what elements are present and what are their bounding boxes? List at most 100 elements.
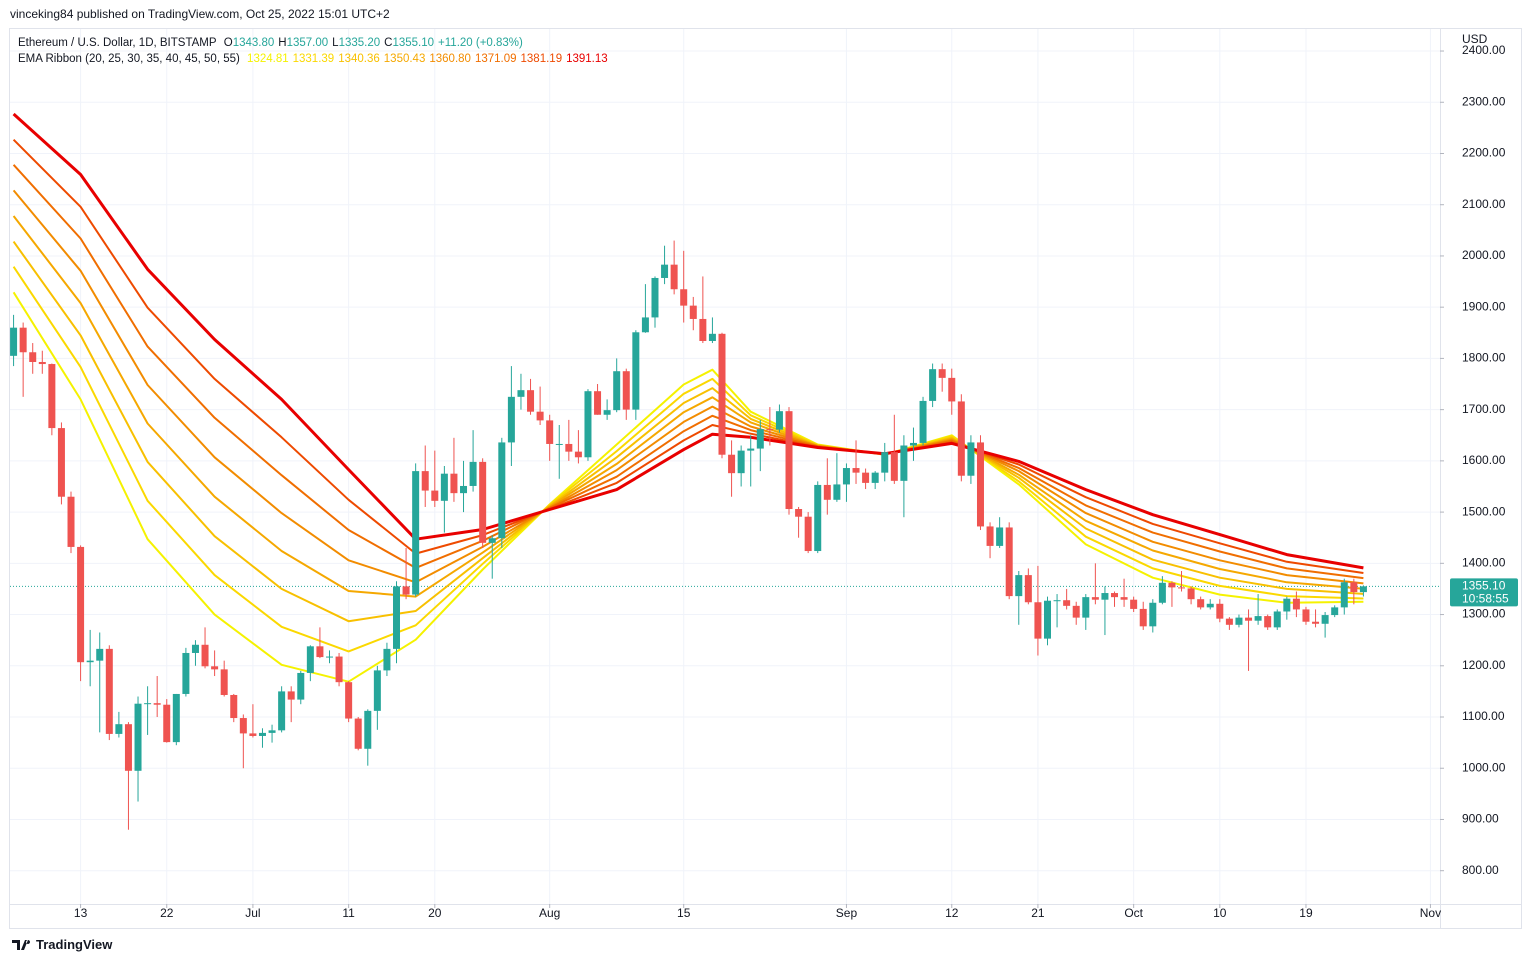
- candle-body: [1005, 527, 1013, 597]
- candle-body: [881, 452, 889, 473]
- candle-body: [373, 670, 381, 711]
- candle-body: [527, 390, 535, 412]
- brand: TradingView: [36, 937, 113, 952]
- candle-body: [29, 352, 37, 362]
- currency-bg: [1441, 30, 1520, 48]
- candle-body: [546, 420, 554, 444]
- x-tick-label: 10: [1213, 906, 1227, 920]
- candle-body: [756, 429, 764, 449]
- candle-body: [1178, 587, 1186, 589]
- candle-body: [19, 327, 27, 353]
- y-tick-label: 1200.00: [1462, 658, 1506, 672]
- candle-body: [460, 485, 468, 494]
- ohlc-label: C: [384, 37, 393, 49]
- x-tick-label: 19: [1299, 906, 1313, 920]
- candle-body: [795, 509, 803, 517]
- candle-body: [651, 277, 659, 318]
- ohlc-label: L: [332, 37, 339, 49]
- candle-body: [555, 443, 563, 445]
- plot-area: [10, 112, 1440, 830]
- candle-body: [230, 694, 238, 719]
- y-tick-label: 800.00: [1462, 863, 1499, 877]
- candle-body: [957, 401, 965, 476]
- candle-body: [890, 452, 898, 481]
- candle-body: [172, 693, 180, 743]
- change: +11.20 (+0.83%): [438, 37, 523, 49]
- candle-body: [325, 656, 333, 658]
- candle-body: [986, 526, 994, 546]
- candle-body: [823, 484, 831, 500]
- candle-body: [536, 411, 544, 421]
- x-tick-label: Sep: [836, 906, 858, 920]
- x-tick-label: 15: [677, 906, 691, 920]
- ribbon-value: 1371.09: [474, 53, 517, 65]
- candle-body: [670, 264, 678, 290]
- candle-body: [632, 332, 640, 410]
- ema-line: [12, 291, 1364, 683]
- footer: TradingView: [12, 937, 112, 952]
- candle-body: [191, 644, 199, 653]
- candle-body: [1302, 609, 1310, 622]
- y-tick-label: 1600.00: [1462, 453, 1506, 467]
- candle-body: [1292, 598, 1300, 610]
- candle-body: [565, 443, 573, 452]
- candle-body: [393, 586, 401, 649]
- candle-body: [268, 730, 276, 733]
- x-tick-label: Aug: [539, 906, 560, 920]
- ribbon-value: 1350.43: [383, 53, 426, 65]
- ohlc-label: O: [223, 37, 233, 49]
- candle-body: [747, 448, 755, 451]
- y-tick-label: 2300.00: [1462, 94, 1506, 108]
- x-tick-label: 13: [74, 906, 88, 920]
- candle-body: [412, 471, 420, 595]
- candle-body: [211, 666, 219, 670]
- candle-body: [498, 442, 506, 539]
- candle-body: [852, 468, 860, 473]
- candle-body: [488, 538, 496, 543]
- candle-body: [517, 390, 525, 397]
- candle-body: [728, 454, 736, 474]
- candle-body: [718, 333, 726, 455]
- candle-body: [105, 648, 113, 734]
- candle-body: [1168, 582, 1176, 588]
- ema-line: [12, 241, 1364, 623]
- candle-body: [1350, 582, 1358, 593]
- candle-body: [431, 490, 439, 501]
- candle-body: [1273, 611, 1281, 628]
- y-tick-label: 2000.00: [1462, 248, 1506, 262]
- ema-line: [12, 164, 1364, 580]
- candle-body: [1139, 608, 1147, 627]
- ohlc-value: 1357.00: [286, 37, 329, 49]
- candle-body: [77, 546, 85, 663]
- ribbon-value: 1324.81: [247, 53, 289, 65]
- x-tick-label: Oct: [1124, 906, 1143, 920]
- candle-body: [584, 391, 592, 458]
- candle-body: [661, 264, 669, 278]
- candle-body: [1245, 617, 1253, 621]
- candle-body: [144, 703, 152, 705]
- candle-body: [1130, 599, 1138, 609]
- brand-logo: [12, 939, 31, 950]
- y-tick-label: 1900.00: [1462, 299, 1506, 313]
- candle-body: [1187, 588, 1195, 600]
- candle-body: [1082, 597, 1090, 618]
- candle-body: [96, 648, 104, 661]
- y-tick-label: 900.00: [1462, 812, 1499, 826]
- y-tick-label: 1800.00: [1462, 351, 1506, 365]
- candle-body: [1072, 605, 1080, 618]
- x-tick-label: 22: [160, 906, 174, 920]
- y-tick-label: 1300.00: [1462, 607, 1506, 621]
- ribbon-legend: EMA Ribbon (20, 25, 30, 35, 40, 45, 50, …: [18, 51, 612, 67]
- y-tick-label: 1000.00: [1462, 760, 1506, 774]
- candle-body: [48, 364, 56, 429]
- candle-body: [775, 411, 783, 430]
- ribbon-value: 1391.13: [566, 53, 608, 65]
- candle-body: [335, 656, 343, 683]
- ema-line: [12, 138, 1364, 574]
- candle-body: [785, 411, 793, 510]
- y-tick-label: 1400.00: [1462, 555, 1506, 569]
- candle-body: [833, 484, 841, 500]
- ema-ribbon: [12, 112, 1364, 683]
- candle-body: [182, 652, 190, 694]
